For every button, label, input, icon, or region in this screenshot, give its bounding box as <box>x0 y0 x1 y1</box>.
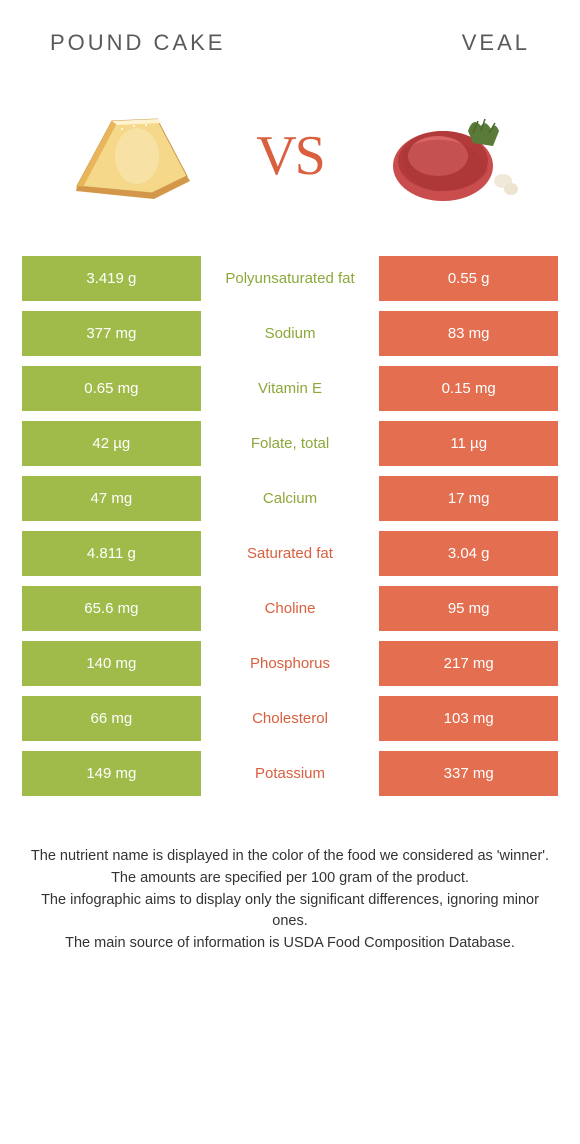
vs-label: VS <box>256 124 324 188</box>
left-value-cell: 3.419 g <box>22 256 201 301</box>
right-value-cell: 0.55 g <box>379 256 558 301</box>
nutrient-label-cell: Polyunsaturated fat <box>201 256 380 301</box>
veal-image <box>368 96 528 216</box>
right-value-cell: 217 mg <box>379 641 558 686</box>
footer-line-1: The nutrient name is displayed in the co… <box>30 846 550 868</box>
nutrient-row: 377 mgSodium83 mg <box>22 311 558 356</box>
pound-cake-image <box>52 96 212 216</box>
left-value-cell: 65.6 mg <box>22 586 201 631</box>
nutrient-label-cell: Sodium <box>201 311 380 356</box>
comparison-images: VS <box>0 76 580 256</box>
left-food-title: POUND CAKE <box>50 30 225 56</box>
left-value-cell: 47 mg <box>22 476 201 521</box>
nutrient-label-cell: Saturated fat <box>201 531 380 576</box>
footer-line-3: The infographic aims to display only the… <box>30 890 550 934</box>
nutrient-row: 4.811 gSaturated fat3.04 g <box>22 531 558 576</box>
nutrient-label-cell: Calcium <box>201 476 380 521</box>
nutrient-row: 47 mgCalcium17 mg <box>22 476 558 521</box>
nutrient-table: 3.419 gPolyunsaturated fat0.55 g 377 mgSo… <box>22 256 558 796</box>
right-value-cell: 11 µg <box>379 421 558 466</box>
nutrient-row: 140 mgPhosphorus217 mg <box>22 641 558 686</box>
right-value-cell: 17 mg <box>379 476 558 521</box>
footer-line-4: The main source of information is USDA F… <box>30 933 550 955</box>
right-value-cell: 337 mg <box>379 751 558 796</box>
nutrient-row: 0.65 mgVitamin E0.15 mg <box>22 366 558 411</box>
footer-line-2: The amounts are specified per 100 gram o… <box>30 868 550 890</box>
left-value-cell: 377 mg <box>22 311 201 356</box>
right-value-cell: 95 mg <box>379 586 558 631</box>
nutrient-label-cell: Folate, total <box>201 421 380 466</box>
nutrient-row: 3.419 gPolyunsaturated fat0.55 g <box>22 256 558 301</box>
nutrient-label-cell: Choline <box>201 586 380 631</box>
footer-notes: The nutrient name is displayed in the co… <box>30 846 550 955</box>
right-value-cell: 83 mg <box>379 311 558 356</box>
nutrient-label-cell: Potassium <box>201 751 380 796</box>
nutrient-label-cell: Vitamin E <box>201 366 380 411</box>
nutrient-label-cell: Phosphorus <box>201 641 380 686</box>
left-value-cell: 0.65 mg <box>22 366 201 411</box>
left-value-cell: 66 mg <box>22 696 201 741</box>
left-value-cell: 149 mg <box>22 751 201 796</box>
nutrient-label-cell: Cholesterol <box>201 696 380 741</box>
nutrient-row: 66 mgCholesterol103 mg <box>22 696 558 741</box>
nutrient-row: 149 mgPotassium337 mg <box>22 751 558 796</box>
left-value-cell: 4.811 g <box>22 531 201 576</box>
left-value-cell: 42 µg <box>22 421 201 466</box>
right-value-cell: 0.15 mg <box>379 366 558 411</box>
right-food-title: VEAL <box>462 30 530 56</box>
nutrient-row: 65.6 mgCholine95 mg <box>22 586 558 631</box>
right-value-cell: 3.04 g <box>379 531 558 576</box>
nutrient-row: 42 µgFolate, total11 µg <box>22 421 558 466</box>
left-value-cell: 140 mg <box>22 641 201 686</box>
right-value-cell: 103 mg <box>379 696 558 741</box>
